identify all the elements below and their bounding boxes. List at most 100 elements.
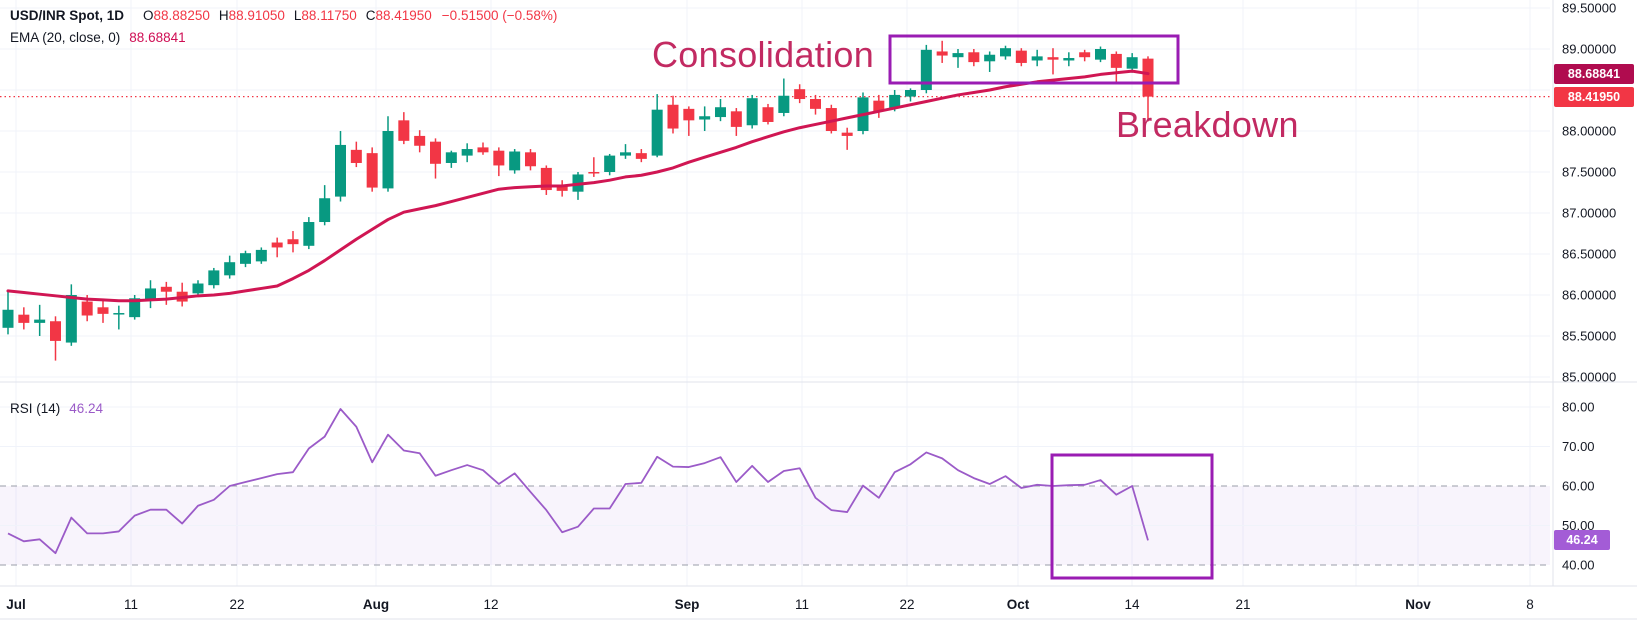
candle-body (714, 107, 726, 118)
candle-body (699, 116, 711, 120)
rsi-axis-label: 60.00 (1562, 479, 1595, 494)
symbol-title[interactable]: USD/INR Spot, 1D (10, 8, 125, 23)
rsi-axis-label: 80.00 (1562, 400, 1595, 415)
change-value: −0.51500 (−0.58%) (441, 8, 558, 23)
candle-body (144, 288, 156, 300)
candle-body (920, 49, 932, 90)
candle-body (334, 144, 346, 197)
candle-body (588, 172, 600, 174)
rsi-label[interactable]: RSI (14) (10, 401, 61, 416)
candle-body (667, 104, 679, 129)
candle-body (778, 95, 790, 113)
rsi-axis[interactable]: 80.00 70.00 60.00 50.00 40.00 (1562, 400, 1595, 573)
candle-body (81, 301, 93, 316)
rsi-line[interactable] (7, 408, 1149, 555)
open-label: O (143, 8, 154, 23)
candle-body (18, 314, 30, 323)
breakdown-annotation[interactable]: Breakdown (1116, 104, 1299, 145)
candle-body (1079, 52, 1091, 58)
time-axis-label: Nov (1405, 597, 1431, 612)
candle-body (414, 135, 426, 146)
time-axis-label: Sep (675, 597, 700, 612)
candle-body (34, 319, 46, 323)
candle-body (461, 149, 473, 156)
candle-body (904, 90, 916, 97)
candle-body (936, 51, 948, 56)
candle-body (1047, 57, 1059, 60)
ema-price-badge: 88.68841 (1554, 64, 1634, 84)
ema-legend[interactable]: EMA (20, close, 0) 88.68841 (10, 30, 186, 45)
candle-body (556, 185, 568, 191)
high-label: H (218, 8, 229, 23)
candle-body (1094, 49, 1106, 60)
price-axis-label: 88.00000 (1562, 124, 1616, 139)
rsi-axis-label: 70.00 (1562, 439, 1595, 454)
price-axis[interactable]: 89.50000 89.00000 88.00000 87.50000 87.00000… (1562, 1, 1616, 385)
candle-body (239, 253, 251, 264)
consolidation-box[interactable] (888, 34, 1180, 85)
candle-body (683, 108, 695, 121)
low-value: 88.11750 (301, 8, 357, 23)
candle-body (350, 149, 362, 163)
symbol-legend[interactable]: USD/INR Spot, 1D O88.88250 H88.91050 L88.11… (10, 8, 557, 23)
candle-body (730, 111, 742, 127)
close-value: 88.41950 (375, 8, 432, 23)
candle-body (271, 242, 283, 248)
time-axis-label: Oct (1007, 597, 1030, 612)
candles-layer[interactable] (2, 40, 1154, 361)
candle-body (224, 262, 236, 276)
candle-body (540, 167, 552, 191)
candle-body (287, 239, 299, 245)
rsi-axis-label: 40.00 (1562, 558, 1595, 573)
rsi-value: 46.24 (69, 401, 104, 416)
candle-body (2, 309, 14, 328)
rsi-breakdown-box[interactable] (1050, 453, 1214, 580)
low-label: L (293, 8, 302, 23)
candle-body (208, 270, 220, 286)
candle-body (999, 48, 1011, 57)
candle-body (477, 147, 489, 153)
time-axis-label: 22 (229, 597, 244, 612)
candle-body (509, 151, 521, 171)
candle-body (841, 132, 853, 136)
candle-body (49, 321, 61, 341)
time-axis-label: 11 (124, 597, 138, 612)
high-value: 88.91050 (228, 8, 285, 23)
price-axis-label: 86.00000 (1562, 288, 1616, 303)
last-price-badge: 88.41950 (1554, 87, 1634, 107)
candle-body (129, 298, 141, 318)
candle-body (398, 120, 410, 141)
consolidation-annotation[interactable]: Consolidation (652, 34, 875, 75)
time-axis-label: Aug (363, 597, 389, 612)
candle-body (429, 141, 441, 164)
time-axis-label: 14 (1124, 597, 1140, 612)
price-axis-label: 86.50000 (1562, 247, 1616, 262)
candle-body (524, 152, 536, 167)
time-axis-label: Jul (6, 597, 26, 612)
candle-body (366, 153, 378, 188)
candle-body (968, 52, 980, 63)
rsi-legend[interactable]: RSI (14) 46.24 (10, 401, 103, 416)
rsi-value-badge: 46.24 (1554, 530, 1610, 550)
candle-body (319, 198, 331, 223)
candle-body (952, 53, 964, 58)
time-axis-label: 8 (1526, 597, 1534, 612)
open-value: 88.88250 (153, 8, 210, 23)
candle-body (303, 222, 315, 246)
price-axis-label: 87.50000 (1562, 165, 1616, 180)
price-axis-label: 85.00000 (1562, 370, 1616, 385)
ema-line[interactable] (6, 69, 1150, 303)
time-gridlines (15, 0, 1531, 586)
time-axis[interactable]: Jul 11 22 Aug 12 Sep 11 22 Oct 14 21 Nov 8 (6, 597, 1534, 612)
rsi-gridlines (0, 406, 1550, 566)
time-axis-label: 12 (483, 597, 498, 612)
candle-body (873, 100, 885, 112)
rsi-axis-label: 50.00 (1562, 518, 1595, 533)
candle-body (1110, 53, 1122, 68)
time-axis-label: 11 (795, 597, 809, 612)
candle-body (1015, 50, 1027, 63)
ema-label[interactable]: EMA (20, close, 0) (10, 30, 121, 45)
